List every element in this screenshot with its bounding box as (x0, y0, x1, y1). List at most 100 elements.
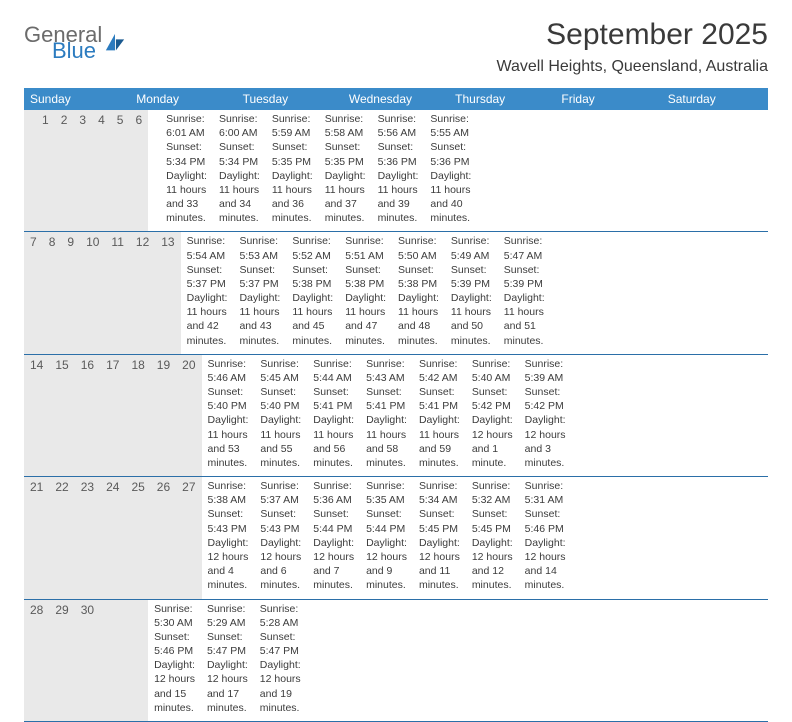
sunset-text: Sunset: 5:47 PM (260, 630, 301, 658)
day-cell: Sunrise: 5:35 AMSunset: 5:44 PMDaylight:… (360, 477, 413, 598)
sunrise-text: Sunrise: 5:34 AM (419, 479, 460, 507)
daylight2-text: and 50 minutes. (451, 319, 492, 347)
logo-text: General Blue (24, 24, 102, 62)
sunset-text: Sunset: 5:39 PM (504, 263, 545, 291)
day-number: 1 (36, 110, 55, 231)
daylight2-text: and 56 minutes. (313, 442, 354, 470)
daylight1-text: Daylight: 12 hours (260, 658, 301, 686)
sunset-text: Sunset: 5:42 PM (525, 385, 566, 413)
sunrise-text: Sunrise: 5:53 AM (239, 234, 280, 262)
daylight1-text: Daylight: 12 hours (472, 413, 513, 441)
sunrise-text: Sunrise: 5:51 AM (345, 234, 386, 262)
sunrise-text: Sunrise: 5:36 AM (313, 479, 354, 507)
sunrise-text: Sunrise: 5:43 AM (366, 357, 407, 385)
sunset-text: Sunset: 5:41 PM (366, 385, 407, 413)
daylight1-text: Daylight: 12 hours (154, 658, 195, 686)
sunrise-text: Sunrise: 5:47 AM (504, 234, 545, 262)
sunrise-text: Sunrise: 5:56 AM (378, 112, 419, 140)
daylight2-text: and 53 minutes. (208, 442, 249, 470)
daylight1-text: Daylight: 12 hours (207, 658, 248, 686)
daylight2-text: and 33 minutes. (166, 197, 207, 225)
daylight2-text: and 45 minutes. (292, 319, 333, 347)
week-row: 21222324252627Sunrise: 5:38 AMSunset: 5:… (24, 477, 768, 599)
daylight1-text: Daylight: 12 hours (366, 536, 407, 564)
day-number: 4 (92, 110, 111, 231)
day-number: 26 (151, 477, 176, 598)
weekday-thursday: Thursday (449, 88, 555, 110)
daylight1-text: Daylight: 11 hours (366, 413, 407, 441)
daylight2-text: and 47 minutes. (345, 319, 386, 347)
daylight1-text: Daylight: 11 hours (419, 413, 460, 441)
sunset-text: Sunset: 5:40 PM (208, 385, 249, 413)
day-cell: Sunrise: 5:38 AMSunset: 5:43 PMDaylight:… (202, 477, 255, 598)
daylight1-text: Daylight: 11 hours (239, 291, 280, 319)
day-number: 11 (105, 232, 129, 353)
sunset-text: Sunset: 5:45 PM (472, 507, 513, 535)
day-cell: Sunrise: 5:56 AMSunset: 5:36 PMDaylight:… (372, 110, 425, 231)
daylight1-text: Daylight: 11 hours (187, 291, 228, 319)
day-cell: Sunrise: 5:28 AMSunset: 5:47 PMDaylight:… (254, 600, 307, 721)
weekday-friday: Friday (555, 88, 661, 110)
day-cell: Sunrise: 5:58 AMSunset: 5:35 PMDaylight:… (319, 110, 372, 231)
sunrise-text: Sunrise: 5:39 AM (525, 357, 566, 385)
sunset-text: Sunset: 5:38 PM (398, 263, 439, 291)
daylight2-text: and 14 minutes. (525, 564, 566, 592)
weekday-saturday: Saturday (662, 88, 768, 110)
sunset-text: Sunset: 5:39 PM (451, 263, 492, 291)
day-cell: Sunrise: 5:31 AMSunset: 5:46 PMDaylight:… (519, 477, 572, 598)
daynum-row: 14151617181920 (24, 355, 202, 476)
sunrise-text: Sunrise: 5:46 AM (208, 357, 249, 385)
daylight2-text: and 7 minutes. (313, 564, 354, 592)
sunset-text: Sunset: 5:36 PM (430, 140, 471, 168)
daylight1-text: Daylight: 11 hours (219, 169, 260, 197)
daylight1-text: Daylight: 11 hours (398, 291, 439, 319)
day-cell: Sunrise: 5:46 AMSunset: 5:40 PMDaylight:… (202, 355, 255, 476)
day-cell: Sunrise: 6:00 AMSunset: 5:34 PMDaylight:… (213, 110, 266, 231)
day-cell: Sunrise: 5:36 AMSunset: 5:44 PMDaylight:… (307, 477, 360, 598)
logo: General Blue (24, 18, 126, 62)
daynum-row: 282930 (24, 600, 148, 721)
day-cell: Sunrise: 5:29 AMSunset: 5:47 PMDaylight:… (201, 600, 254, 721)
day-number: 7 (24, 232, 43, 353)
sunset-text: Sunset: 5:35 PM (272, 140, 313, 168)
sunrise-text: Sunrise: 5:38 AM (208, 479, 249, 507)
sunrise-text: Sunrise: 5:45 AM (260, 357, 301, 385)
day-cell: Sunrise: 5:52 AMSunset: 5:38 PMDaylight:… (286, 232, 339, 353)
day-number: 21 (24, 477, 49, 598)
daylight2-text: and 39 minutes. (378, 197, 419, 225)
day-body-row: Sunrise: 5:54 AMSunset: 5:37 PMDaylight:… (181, 232, 551, 353)
sunset-text: Sunset: 5:47 PM (207, 630, 248, 658)
sunrise-text: Sunrise: 5:35 AM (366, 479, 407, 507)
day-cell: Sunrise: 5:43 AMSunset: 5:41 PMDaylight:… (360, 355, 413, 476)
weeks-container: 123456Sunrise: 6:01 AMSunset: 5:34 PMDay… (24, 110, 768, 722)
day-body-row: Sunrise: 5:46 AMSunset: 5:40 PMDaylight:… (202, 355, 572, 476)
sunrise-text: Sunrise: 5:49 AM (451, 234, 492, 262)
sunrise-text: Sunrise: 6:00 AM (219, 112, 260, 140)
sunset-text: Sunset: 5:46 PM (154, 630, 195, 658)
sunrise-text: Sunrise: 5:55 AM (430, 112, 471, 140)
daylight2-text: and 48 minutes. (398, 319, 439, 347)
day-number: 12 (130, 232, 155, 353)
location-label: Wavell Heights, Queensland, Australia (496, 58, 768, 76)
sunset-text: Sunset: 5:34 PM (219, 140, 260, 168)
sunrise-text: Sunrise: 5:44 AM (313, 357, 354, 385)
weekday-header-row: Sunday Monday Tuesday Wednesday Thursday… (24, 88, 768, 110)
day-number: 22 (49, 477, 74, 598)
daylight1-text: Daylight: 11 hours (208, 413, 249, 441)
week-row: 123456Sunrise: 6:01 AMSunset: 5:34 PMDay… (24, 110, 768, 232)
sunrise-text: Sunrise: 6:01 AM (166, 112, 207, 140)
daylight1-text: Daylight: 12 hours (208, 536, 249, 564)
day-cell: Sunrise: 5:42 AMSunset: 5:41 PMDaylight:… (413, 355, 466, 476)
day-number: 13 (155, 232, 180, 353)
week-row: 78910111213Sunrise: 5:54 AMSunset: 5:37 … (24, 232, 768, 354)
daylight2-text: and 34 minutes. (219, 197, 260, 225)
day-number: 25 (125, 477, 150, 598)
sunset-text: Sunset: 5:38 PM (345, 263, 386, 291)
sunset-text: Sunset: 5:41 PM (419, 385, 460, 413)
daylight1-text: Daylight: 12 hours (419, 536, 460, 564)
day-number: 19 (151, 355, 176, 476)
day-number: 2 (55, 110, 74, 231)
day-cell: Sunrise: 5:39 AMSunset: 5:42 PMDaylight:… (519, 355, 572, 476)
day-number: 27 (176, 477, 201, 598)
sail-icon (104, 32, 126, 54)
